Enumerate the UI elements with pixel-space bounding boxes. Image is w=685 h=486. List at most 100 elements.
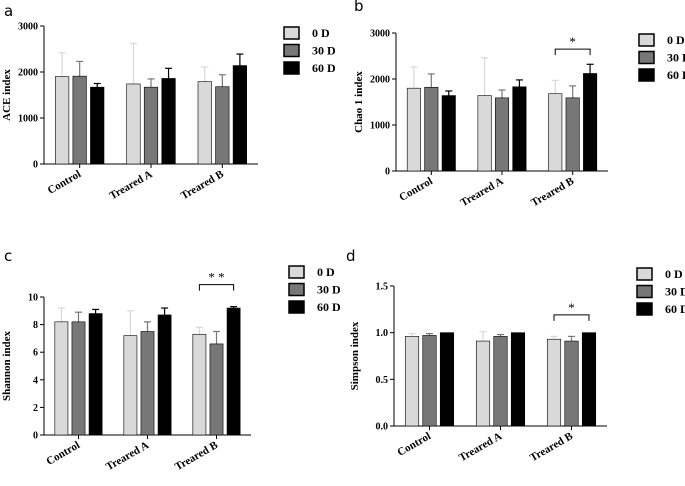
bar — [55, 76, 70, 165]
legend-swatch — [638, 33, 655, 47]
bar — [161, 78, 176, 165]
legend-label: 60 D — [317, 300, 341, 314]
significance-label: * — [569, 34, 576, 49]
legend-swatch — [288, 265, 305, 279]
bar — [126, 83, 141, 165]
bar — [564, 340, 579, 427]
y-tick-label: 2000 — [370, 75, 390, 86]
category-label: Control — [44, 439, 82, 468]
bar — [140, 331, 155, 436]
category-label: Control — [46, 168, 84, 197]
bar — [157, 314, 172, 436]
y-tick-label: 10 — [28, 293, 38, 304]
panel-letter: a — [4, 2, 13, 20]
bar — [439, 332, 455, 427]
legend-swatch — [283, 26, 300, 40]
bar — [88, 313, 103, 436]
bar — [510, 332, 526, 427]
y-tick-label: 1000 — [370, 121, 390, 132]
category-label: Control — [397, 175, 435, 204]
y-tick-label: 1.0 — [376, 328, 389, 339]
bar — [143, 86, 159, 165]
bar — [226, 307, 241, 436]
significance-bracket — [554, 48, 591, 56]
y-tick-label: 0.0 — [376, 422, 389, 433]
bar — [512, 86, 527, 172]
category-label: Treared A — [457, 430, 504, 464]
legend-label: 0 D — [665, 267, 683, 281]
legend-label: 30 D — [667, 51, 685, 65]
bar — [494, 97, 510, 172]
y-tick-label: 0.5 — [376, 375, 389, 386]
y-tick-label: 3000 — [370, 29, 390, 40]
category-label: Treared B — [528, 430, 576, 464]
legend-swatch — [636, 302, 653, 316]
significance-bracket — [553, 314, 590, 321]
chart-panel-c: c 0 2 4 6 8 10 Shannon index Control Treared A Tre… — [1, 247, 341, 473]
bar — [441, 95, 456, 172]
bar — [546, 338, 562, 427]
panel-letter: c — [4, 247, 12, 265]
panel-letter: b — [354, 0, 364, 15]
panel-letter: d — [346, 247, 356, 265]
bar — [215, 86, 230, 165]
bar — [72, 75, 87, 165]
bar — [192, 333, 207, 436]
y-tick-label: 3000 — [18, 22, 38, 33]
y-axis-title: Shannon index — [1, 330, 13, 401]
legend-label: 0 D — [317, 265, 335, 279]
bar — [583, 73, 598, 172]
bar — [477, 95, 492, 172]
y-tick-label: 0 — [385, 167, 390, 178]
legend-swatch — [636, 284, 653, 299]
bar — [475, 340, 491, 427]
legend-swatch — [638, 68, 655, 82]
bar — [565, 97, 580, 172]
legend-label: 60 D — [665, 302, 685, 316]
legend-label: 60 D — [667, 68, 685, 82]
bar — [232, 65, 247, 165]
y-tick-label: 1000 — [18, 114, 38, 125]
category-label: Treared A — [104, 439, 151, 473]
category-label: Treared A — [107, 168, 154, 202]
chart-panel-d: d 0.0 0.5 1.0 1.5 Simpson index Control Treared… — [346, 247, 685, 464]
bar — [548, 93, 563, 172]
chart-panel-a: a 0 1000 2000 3000 ACE index Control Treared A T… — [1, 2, 336, 202]
y-axis-title: Chao 1 index — [353, 71, 365, 133]
y-axis-title: ACE index — [1, 69, 13, 121]
bar — [493, 336, 508, 427]
legend-label: 60 D — [312, 61, 336, 75]
category-label: Treared B — [179, 168, 227, 202]
bar — [422, 335, 437, 427]
y-tick-label: 1.5 — [376, 282, 389, 293]
y-tick-label: 2 — [33, 403, 38, 414]
bar — [54, 321, 69, 436]
bar — [90, 86, 105, 165]
legend-label: 0 D — [667, 33, 685, 47]
legend-swatch — [288, 300, 305, 314]
y-tick-label: 8 — [33, 320, 38, 331]
bar — [197, 81, 212, 165]
bar — [209, 343, 224, 436]
legend-swatch — [636, 267, 653, 281]
y-tick-label: 0 — [33, 160, 38, 171]
legend-swatch — [283, 61, 300, 75]
y-axis-title: Simpson index — [349, 321, 361, 390]
bar — [424, 86, 439, 172]
legend-label: 0 D — [312, 26, 330, 40]
category-label: Control — [395, 430, 433, 459]
legend-label: 30 D — [317, 283, 341, 297]
legend-label: 30 D — [312, 44, 336, 58]
category-label: Treared B — [173, 439, 221, 473]
significance-label: * — [568, 300, 575, 315]
legend-swatch — [288, 282, 305, 297]
bar — [123, 335, 138, 436]
category-label: Treared A — [458, 175, 505, 209]
significance-bracket — [198, 284, 235, 291]
legend-swatch — [283, 43, 300, 58]
y-tick-label: 6 — [33, 348, 38, 359]
chart-panel-b: b 0 1000 2000 3000 Chao 1 index Control Treared… — [353, 0, 685, 209]
bar — [581, 332, 597, 427]
significance-label: * * — [208, 270, 224, 285]
